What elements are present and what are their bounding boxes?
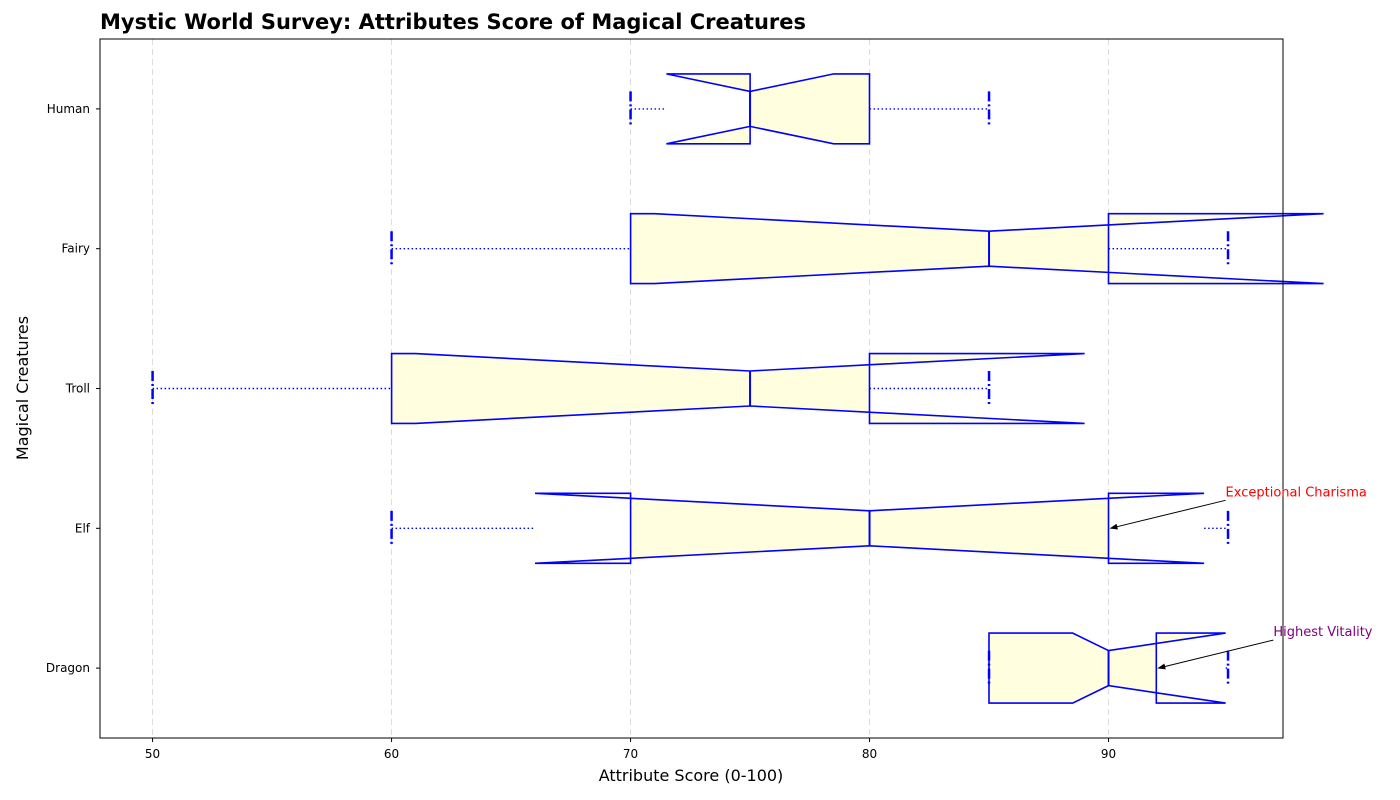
y-tick-label: Human xyxy=(47,102,90,116)
y-tick-label: Fairy xyxy=(61,242,90,256)
annotations-layer: Exceptional Charisma Highest Vitality xyxy=(1109,485,1373,670)
x-tick-label: 80 xyxy=(862,747,877,761)
annotation-arrow xyxy=(1157,639,1274,670)
box-group-fairy xyxy=(390,212,1324,285)
x-tick-label: 60 xyxy=(384,747,399,761)
notched-box xyxy=(666,73,871,145)
annotation-arrow xyxy=(1109,499,1226,530)
box-group-troll xyxy=(151,352,1085,425)
y-axis-label: Magical Creatures xyxy=(13,316,32,460)
annotation-label: Exceptional Charisma xyxy=(1226,485,1367,500)
notched-box xyxy=(629,212,1324,285)
annotation-dragon: Highest Vitality xyxy=(1157,625,1373,670)
boxes-layer xyxy=(151,73,1324,704)
chart-title: Mystic World Survey: Attributes Score of… xyxy=(100,10,807,34)
box-group-human xyxy=(629,73,991,145)
y-tick-label: Dragon xyxy=(46,661,90,675)
axis-ticks: 50 60 70 80 90 Dragon Elf Troll Fairy Human xyxy=(46,102,1116,761)
x-tick-label: 90 xyxy=(1101,747,1116,761)
x-tick-label: 50 xyxy=(145,747,160,761)
x-axis-label: Attribute Score (0-100) xyxy=(599,766,784,785)
box-group-dragon xyxy=(987,632,1230,704)
annotation-elf: Exceptional Charisma xyxy=(1109,485,1367,530)
box-group-elf xyxy=(390,492,1230,565)
notched-box xyxy=(390,352,1085,425)
y-tick-label: Troll xyxy=(65,382,90,396)
notched-box xyxy=(988,632,1226,704)
y-tick-label: Elf xyxy=(75,521,91,535)
grid-lines xyxy=(152,39,1109,738)
x-tick-label: 70 xyxy=(623,747,638,761)
annotation-label: Highest Vitality xyxy=(1273,625,1372,640)
